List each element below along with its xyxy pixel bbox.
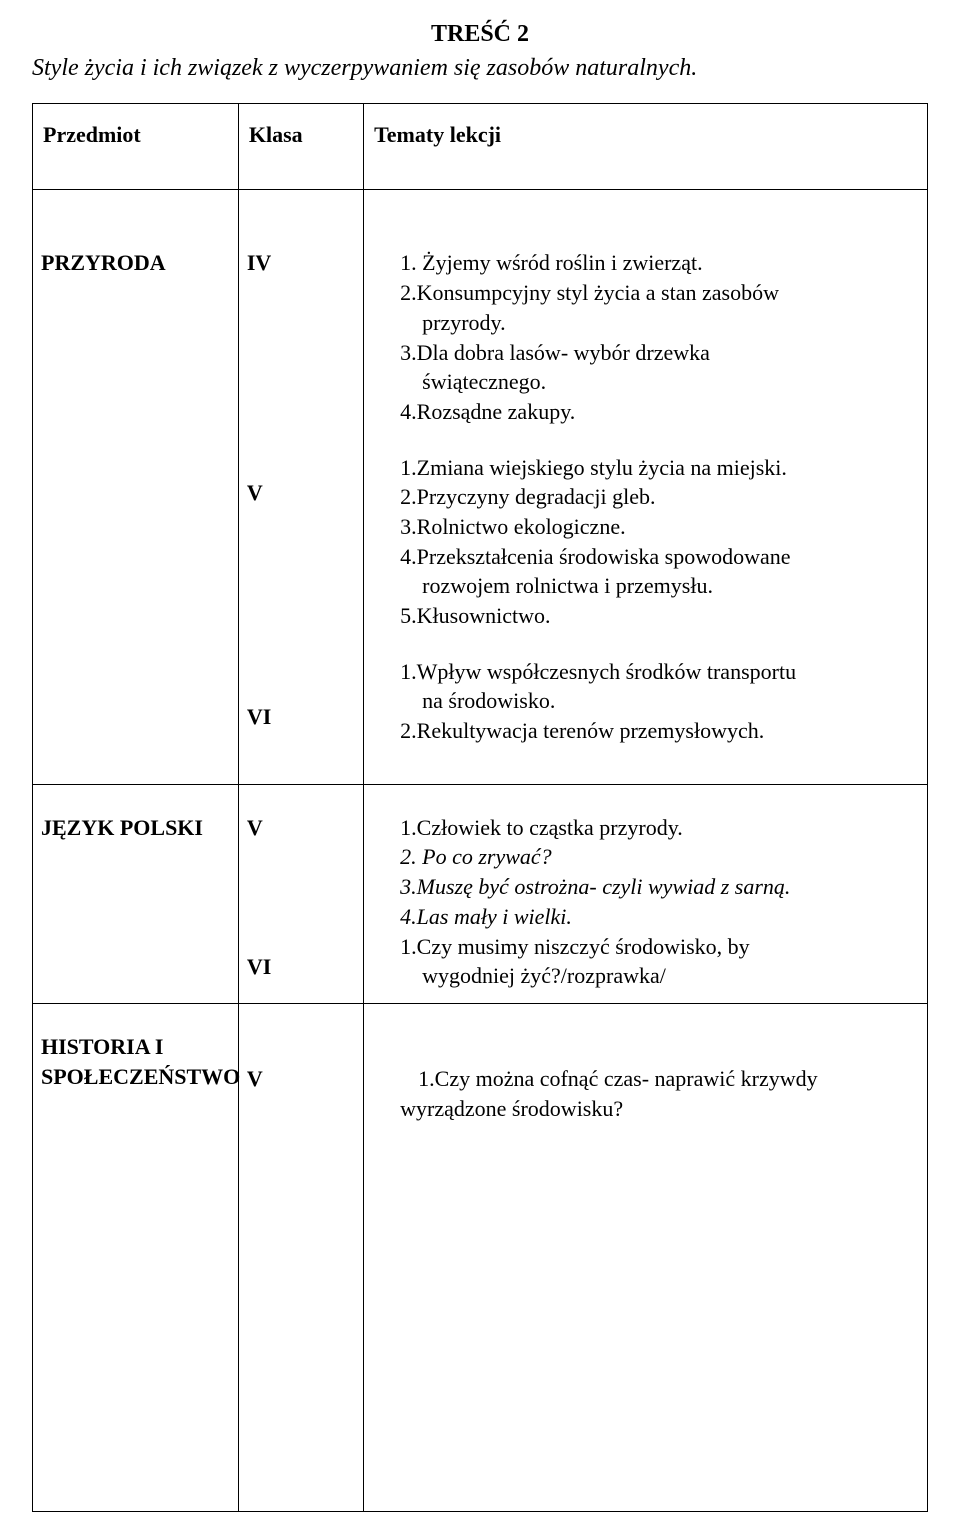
topic-item: 4.Las mały i wielki.: [400, 902, 909, 932]
topic-item-cont: wygodniej żyć?/rozprawka/: [400, 961, 909, 991]
page-title: TREŚĆ 2: [32, 18, 928, 50]
topic-item: 5.Kłusownictwo.: [400, 601, 909, 631]
topic-item-cont: przyrody.: [400, 308, 909, 338]
topic-item: 1.Wpływ współczesnych środków transportu: [400, 657, 909, 687]
topic-item: 4.Przekształcenia środowiska spowodowane: [400, 542, 909, 572]
topic-item: 3.Rolnictwo ekologiczne.: [400, 512, 909, 542]
topic-item: 1.Czy można cofnąć czas- naprawić krzywd…: [400, 1064, 909, 1094]
klasa-vi: VI: [247, 702, 355, 732]
klasa-v: V: [247, 478, 355, 508]
klasa-cell-polski: V VI: [238, 784, 363, 1003]
topics-polski: 1.Człowiek to cząstka przyrody. 2. Po co…: [364, 784, 928, 1003]
topic-item-cont: świątecznego.: [400, 367, 909, 397]
subject-label-line2: SPOŁECZEŃSTWO: [41, 1062, 230, 1092]
table-header-row: Przedmiot Klasa Tematy lekcji: [33, 103, 928, 190]
topics-polski-v: 1.Człowiek to cząstka przyrody. 2. Po co…: [400, 813, 909, 932]
topics-przyroda: 1. Żyjemy wśród roślin i zwierząt. 2.Kon…: [364, 190, 928, 784]
topic-item: 2. Po co zrywać?: [400, 842, 909, 872]
topic-item-cont: wyrządzone środowisku?: [400, 1094, 909, 1124]
header-przedmiot: Przedmiot: [33, 103, 239, 190]
subject-przyroda: PRZYRODA: [33, 190, 239, 784]
topics-przyroda-vi: 1.Wpływ współczesnych środków transportu…: [400, 657, 909, 746]
row-przyroda: PRZYRODA IV V VI 1. Żyjemy wśród roślin …: [33, 190, 928, 784]
row-polski: JĘZYK POLSKI V VI 1.Człowiek to cząstka …: [33, 784, 928, 1003]
klasa-cell-historia: V: [238, 1003, 363, 1511]
topic-item: 1.Czy musimy niszczyć środowisko, by: [400, 932, 909, 962]
curriculum-table: Przedmiot Klasa Tematy lekcji PRZYRODA I…: [32, 103, 928, 1513]
topics-historia-v: 1.Czy można cofnąć czas- naprawić krzywd…: [400, 1064, 909, 1123]
topic-item: 1.Zmiana wiejskiego stylu życia na miejs…: [400, 453, 909, 483]
subject-label: JĘZYK POLSKI: [41, 813, 230, 843]
row-historia: HISTORIA I SPOŁECZEŃSTWO V 1.Czy można c…: [33, 1003, 928, 1511]
header-tematy: Tematy lekcji: [364, 103, 928, 190]
topics-historia: 1.Czy można cofnąć czas- naprawić krzywd…: [364, 1003, 928, 1511]
topic-item: 4.Rozsądne zakupy.: [400, 397, 909, 427]
topic-item: 2.Przyczyny degradacji gleb.: [400, 482, 909, 512]
topics-przyroda-iv: 1. Żyjemy wśród roślin i zwierząt. 2.Kon…: [400, 248, 909, 426]
header-klasa: Klasa: [238, 103, 363, 190]
subject-label: PRZYRODA: [41, 248, 230, 278]
topics-przyroda-v: 1.Zmiana wiejskiego stylu życia na miejs…: [400, 453, 909, 631]
klasa-iv: IV: [247, 248, 355, 278]
subject-historia: HISTORIA I SPOŁECZEŃSTWO: [33, 1003, 239, 1511]
topic-item: 3.Dla dobra lasów- wybór drzewka: [400, 338, 909, 368]
topic-item: 3.Muszę być ostrożna- czyli wywiad z sar…: [400, 872, 909, 902]
topic-item-cont: rozwojem rolnictwa i przemysłu.: [400, 571, 909, 601]
subject-polski: JĘZYK POLSKI: [33, 784, 239, 1003]
topic-item: 1. Żyjemy wśród roślin i zwierząt.: [400, 248, 909, 278]
topic-item: 2.Rekultywacja terenów przemysłowych.: [400, 716, 909, 746]
subject-label-line1: HISTORIA I: [41, 1032, 230, 1062]
klasa-vi: VI: [247, 952, 355, 982]
topic-item: 2.Konsumpcyjny styl życia a stan zasobów: [400, 278, 909, 308]
topics-polski-vi: 1.Czy musimy niszczyć środowisko, by wyg…: [400, 932, 909, 991]
topic-item: 1.Człowiek to cząstka przyrody.: [400, 813, 909, 843]
topic-item-cont: na środowisko.: [400, 686, 909, 716]
klasa-v: V: [247, 813, 355, 843]
klasa-v: V: [247, 1064, 355, 1094]
klasa-cell-przyroda: IV V VI: [238, 190, 363, 784]
page-subtitle: Style życia i ich związek z wyczerpywani…: [32, 52, 928, 84]
